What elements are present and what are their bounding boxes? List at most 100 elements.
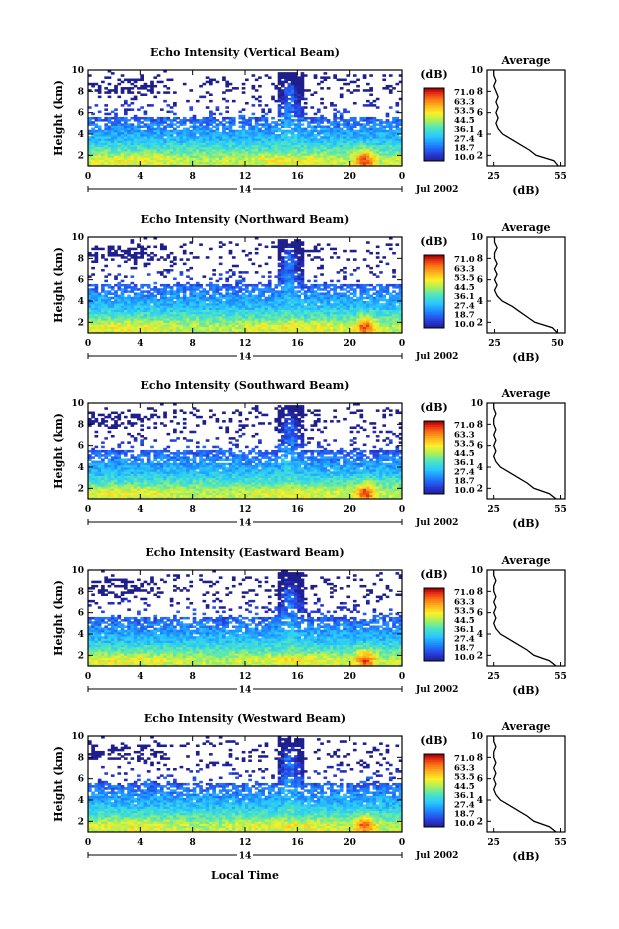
heatmap-cell — [388, 142, 393, 146]
heatmap-cell — [261, 131, 266, 135]
heatmap-cell — [114, 87, 118, 90]
heatmap-cell — [199, 144, 203, 148]
heatmap-cell — [202, 144, 207, 148]
heatmap-cell — [300, 241, 305, 244]
heatmap-cell — [339, 87, 344, 90]
heatmap-cell — [271, 313, 275, 317]
heatmap-cell — [287, 326, 292, 330]
heatmap-cell — [228, 286, 233, 289]
heatmap-cell — [375, 106, 380, 109]
heatmap-cell — [182, 163, 187, 167]
heatmap-cell — [143, 315, 148, 319]
heatmap-cell — [202, 326, 207, 330]
heatmap-cell — [290, 309, 295, 313]
heatmap-cell — [215, 320, 220, 323]
heatmap-cell — [169, 110, 174, 114]
heatmap-cell — [294, 271, 298, 274]
heatmap-cell — [346, 138, 351, 141]
heatmap-cell — [339, 324, 344, 327]
heatmap-cell — [182, 290, 187, 293]
heatmap-cell — [346, 159, 351, 163]
heatmap-cell — [267, 328, 272, 332]
heatmap-cell — [146, 155, 151, 158]
heatmap-cell — [199, 148, 203, 152]
heatmap-cell — [297, 249, 301, 253]
heatmap-cell — [231, 87, 236, 90]
heatmap-cell — [258, 84, 262, 88]
heatmap-cell — [369, 251, 373, 255]
heatmap-cell — [261, 288, 266, 291]
heatmap-cell — [169, 328, 174, 332]
heatmap-cell — [254, 142, 259, 146]
heatmap-cell — [287, 251, 292, 255]
heatmap-cell — [235, 163, 239, 167]
heatmap-cell — [104, 328, 109, 332]
heatmap-cell — [271, 305, 275, 308]
heatmap-cell — [215, 136, 220, 139]
heatmap-cell — [274, 322, 279, 325]
heatmap-cell — [176, 155, 180, 158]
heatmap-cell — [137, 313, 141, 317]
heatmap-cell — [326, 320, 331, 323]
heatmap-cell — [264, 116, 269, 120]
heatmap-cell — [199, 151, 203, 154]
heatmap-cell — [140, 151, 144, 154]
heatmap-cell — [290, 322, 295, 325]
heatmap-cell — [163, 245, 167, 249]
heatmap-cell — [150, 134, 154, 137]
heatmap-cell — [284, 275, 288, 278]
heatmap-cell — [202, 309, 207, 313]
heatmap-cell — [153, 326, 158, 330]
heatmap-cell — [104, 320, 109, 323]
heatmap-cell — [362, 136, 367, 139]
heatmap-cell — [297, 80, 301, 84]
heatmap-cell — [359, 283, 364, 287]
heatmap-cell — [326, 318, 331, 321]
heatmap-cell — [248, 330, 252, 334]
heatmap-cell — [101, 269, 105, 272]
heatmap-cell — [267, 286, 272, 289]
heatmap-cell — [228, 159, 233, 163]
heatmap-cell — [297, 260, 301, 263]
heatmap-cell — [264, 144, 269, 148]
heatmap-cell — [150, 136, 154, 139]
heatmap-cell — [336, 155, 341, 158]
heatmap-cell — [294, 313, 298, 317]
heatmap-cell — [117, 305, 122, 308]
heatmap-cell — [169, 303, 174, 306]
heatmap-cell — [280, 131, 285, 135]
heatmap-cell — [339, 112, 344, 116]
heatmap-cell — [205, 123, 210, 126]
heatmap-cell — [130, 155, 135, 158]
heatmap-cell — [137, 311, 141, 315]
heatmap-cell — [245, 140, 249, 143]
heatmap-cell — [143, 330, 148, 334]
heatmap-cell — [186, 258, 190, 261]
heatmap-cell — [388, 134, 393, 137]
heatmap-cell — [277, 80, 282, 84]
heatmap-cell — [271, 116, 275, 120]
heatmap-cell — [356, 330, 360, 334]
heatmap-cell — [195, 322, 200, 325]
heatmap-cell — [209, 112, 213, 116]
heatmap-cell — [284, 283, 288, 287]
heatmap-cell — [359, 305, 364, 308]
heatmap-cell — [94, 305, 99, 308]
heatmap-cell — [120, 320, 125, 323]
heatmap-cell — [297, 91, 301, 94]
heatmap-cell — [94, 125, 99, 128]
heatmap-cell — [225, 298, 230, 302]
heatmap-cell — [176, 320, 180, 323]
heatmap-cell — [182, 136, 187, 139]
heatmap-cell — [290, 288, 295, 291]
heatmap-cell — [235, 136, 239, 139]
heatmap-cell — [307, 298, 311, 302]
heatmap-cell — [238, 140, 243, 143]
heatmap-cell — [343, 163, 347, 167]
heatmap-cell — [297, 138, 301, 141]
heatmap-cell — [238, 110, 243, 114]
heatmap-cell — [297, 273, 301, 276]
heatmap-cell — [114, 91, 118, 94]
colorbar-cell — [424, 128, 444, 131]
heatmap-cell — [280, 266, 285, 270]
